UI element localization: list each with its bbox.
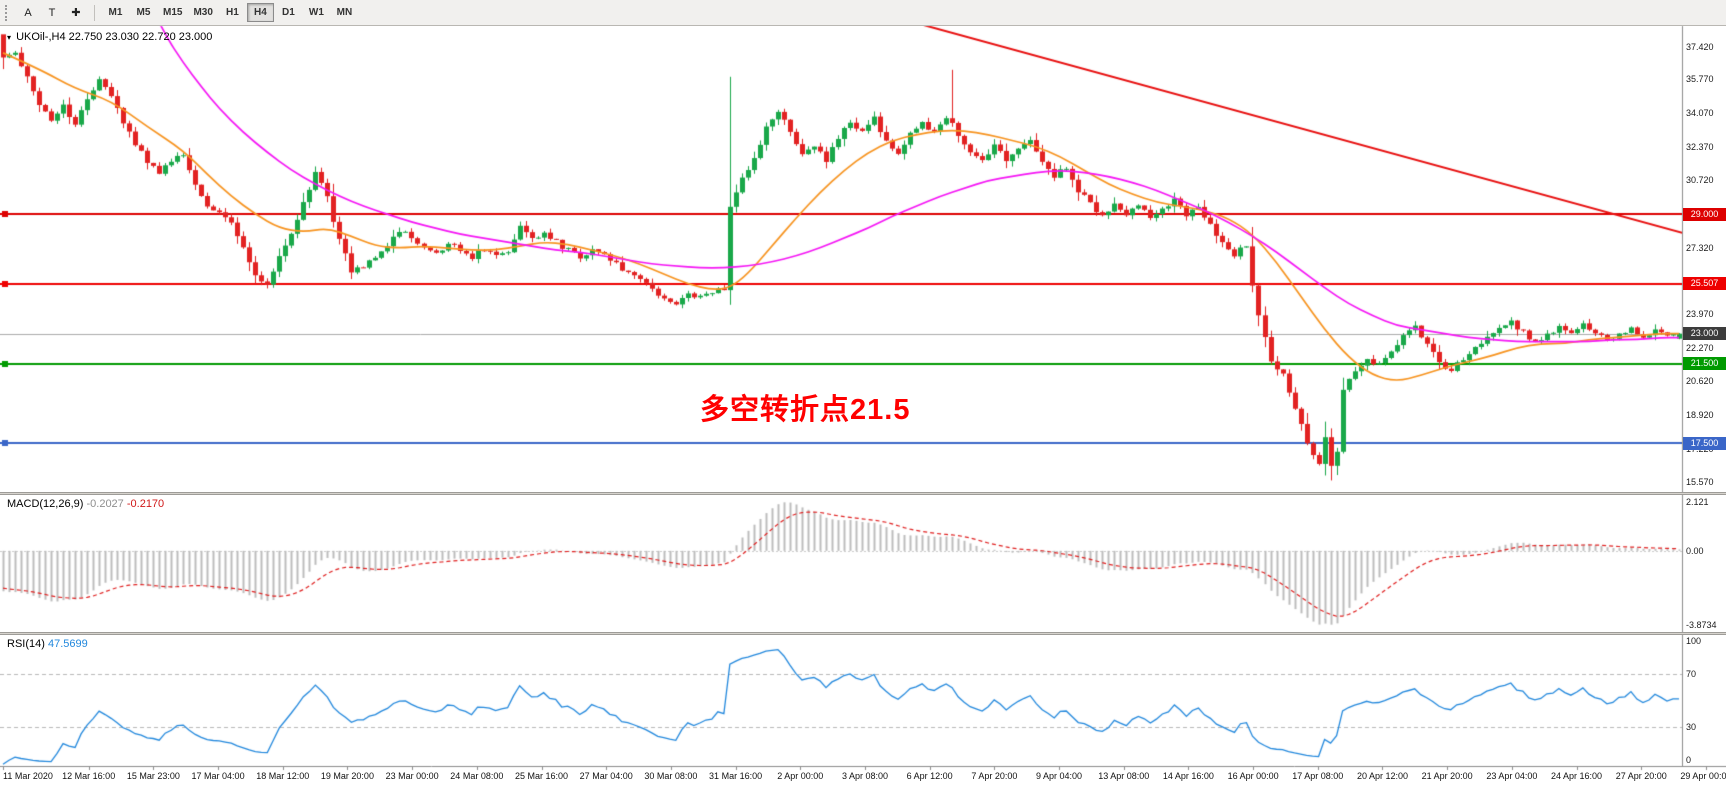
time-axis-label: 11 Mar 2020 — [3, 771, 53, 781]
time-axis-label: 23 Apr 04:00 — [1486, 771, 1538, 781]
time-axis-label: 6 Apr 12:00 — [906, 771, 953, 781]
time-axis-label: 14 Apr 16:00 — [1162, 771, 1214, 781]
rsi-name: RSI(14) — [7, 638, 45, 650]
rsi-value: 47.5699 — [47, 638, 88, 650]
macd-name: MACD(12,26,9) — [7, 498, 84, 510]
time-axis-label: 17 Mar 04:00 — [191, 771, 245, 781]
panel-resize-handle-rsi[interactable] — [0, 632, 1726, 635]
timeframe-button-d1[interactable]: D1 — [275, 3, 302, 22]
timeframe-button-w1[interactable]: W1 — [303, 3, 330, 22]
chart-symbol-label: UKOil-,H4 — [16, 31, 66, 43]
toolbar-separator — [94, 4, 95, 21]
timeframe-button-group: M1 M5 M15 M30 H1 H4 D1 W1 MN — [102, 3, 358, 22]
time-axis-label: 15 Mar 23:00 — [126, 771, 180, 781]
time-axis-label: 27 Mar 04:00 — [579, 771, 633, 781]
macd-value-main: -0.2027 — [86, 498, 124, 510]
timeframe-button-h4[interactable]: H4 — [246, 3, 274, 22]
toolbar-grip[interactable] — [5, 4, 11, 21]
chart-title: ▾ UKOil-,H4 22.750 23.030 22.720 23.000 — [7, 31, 212, 43]
price-axis-label: 34.070 — [1686, 108, 1714, 119]
chart-ohlc-readout: 22.750 23.030 22.720 23.000 — [68, 31, 213, 43]
time-axis-label: 17 Apr 08:00 — [1292, 771, 1344, 781]
time-axis-label: 27 Apr 20:00 — [1615, 771, 1667, 781]
time-axis-label: 16 Apr 00:00 — [1227, 771, 1279, 781]
time-axis-label: 9 Apr 04:00 — [1036, 771, 1083, 781]
rsi-axis-label: 30 — [1686, 721, 1697, 732]
macd-axis-label-top: 2.121 — [1686, 497, 1709, 507]
time-axis-label: 30 Mar 08:00 — [644, 771, 698, 781]
time-axis-label: 24 Apr 16:00 — [1551, 771, 1603, 781]
price-axis-label: 30.720 — [1686, 174, 1714, 185]
macd-value-signal: -0.2170 — [126, 498, 165, 510]
main-toolbar: A T ✚ M1 M5 M15 M30 H1 H4 D1 W1 MN — [0, 0, 1726, 26]
timeframe-button-h1[interactable]: H1 — [219, 3, 246, 22]
arrow-tool-button[interactable]: A — [17, 3, 39, 23]
price-axis-label: 35.770 — [1686, 74, 1714, 85]
time-axis-label: 19 Mar 20:00 — [320, 771, 374, 781]
text-tool-button[interactable]: T — [41, 3, 63, 23]
time-axis-label: 29 Apr 00:00 — [1680, 771, 1726, 781]
chart-annotation-text[interactable]: 多空转折点21.5 — [700, 394, 911, 426]
timeframe-button-m15[interactable]: M15 — [158, 3, 187, 22]
time-axis-label: 21 Apr 20:00 — [1421, 771, 1473, 781]
time-axis-label: 2 Apr 00:00 — [777, 771, 824, 781]
time-axis-label: 3 Apr 08:00 — [841, 771, 888, 781]
timeframe-button-mn[interactable]: MN — [331, 3, 358, 22]
timeframe-button-m30[interactable]: M30 — [188, 3, 217, 22]
macd-indicator-label: MACD(12,26,9) -0.2027 -0.2170 — [7, 498, 164, 510]
price-axis-label: 22.270 — [1686, 343, 1714, 354]
price-axis-label: 37.420 — [1686, 41, 1714, 52]
timeframe-button-m1[interactable]: M1 — [102, 3, 129, 22]
macd-axis-label-zero: 0.00 — [1686, 545, 1704, 556]
rsi-axis-label: 100 — [1686, 636, 1702, 646]
price-line-badge: 17.500 — [1683, 436, 1726, 450]
current-price-badge: 23.000 — [1683, 327, 1726, 341]
price-axis-label: 18.920 — [1686, 409, 1714, 420]
macd-axis-label-bottom: -3.8734 — [1686, 620, 1717, 630]
price-line-badge: 29.000 — [1683, 207, 1726, 221]
timeframe-button-m5[interactable]: M5 — [130, 3, 157, 22]
time-axis-label: 24 Mar 08:00 — [450, 771, 504, 781]
rsi-axis-label: 70 — [1686, 669, 1697, 680]
time-axis-label: 18 Mar 12:00 — [256, 771, 310, 781]
price-axis-label: 20.620 — [1686, 376, 1714, 387]
time-axis-label: 25 Mar 16:00 — [514, 771, 569, 781]
price-line-badge: 25.507 — [1683, 277, 1726, 291]
time-axis-label: 20 Apr 12:00 — [1356, 771, 1409, 781]
rsi-indicator-label: RSI(14) 47.5699 — [7, 638, 88, 650]
symbol-dropdown-icon[interactable]: ▾ — [7, 33, 12, 42]
price-axis-label: 23.970 — [1686, 309, 1714, 320]
price-axis-label: 32.370 — [1686, 142, 1714, 153]
price-scale[interactable] — [1682, 26, 1726, 766]
price-axis-label: 27.320 — [1686, 242, 1714, 253]
time-axis-label: 31 Mar 16:00 — [709, 771, 763, 781]
panel-resize-handle-macd[interactable] — [0, 492, 1726, 495]
time-axis-label: 13 Apr 08:00 — [1098, 771, 1150, 781]
time-axis-label: 23 Mar 00:00 — [385, 771, 439, 781]
price-axis-label: 15.570 — [1686, 476, 1714, 487]
time-axis-label: 7 Apr 20:00 — [971, 771, 1018, 781]
crosshair-tool-button[interactable]: ✚ — [65, 3, 87, 23]
price-line-badge: 21.500 — [1683, 357, 1726, 371]
time-axis-label: 12 Mar 16:00 — [62, 771, 116, 781]
rsi-axis-label: 0 — [1686, 755, 1692, 765]
